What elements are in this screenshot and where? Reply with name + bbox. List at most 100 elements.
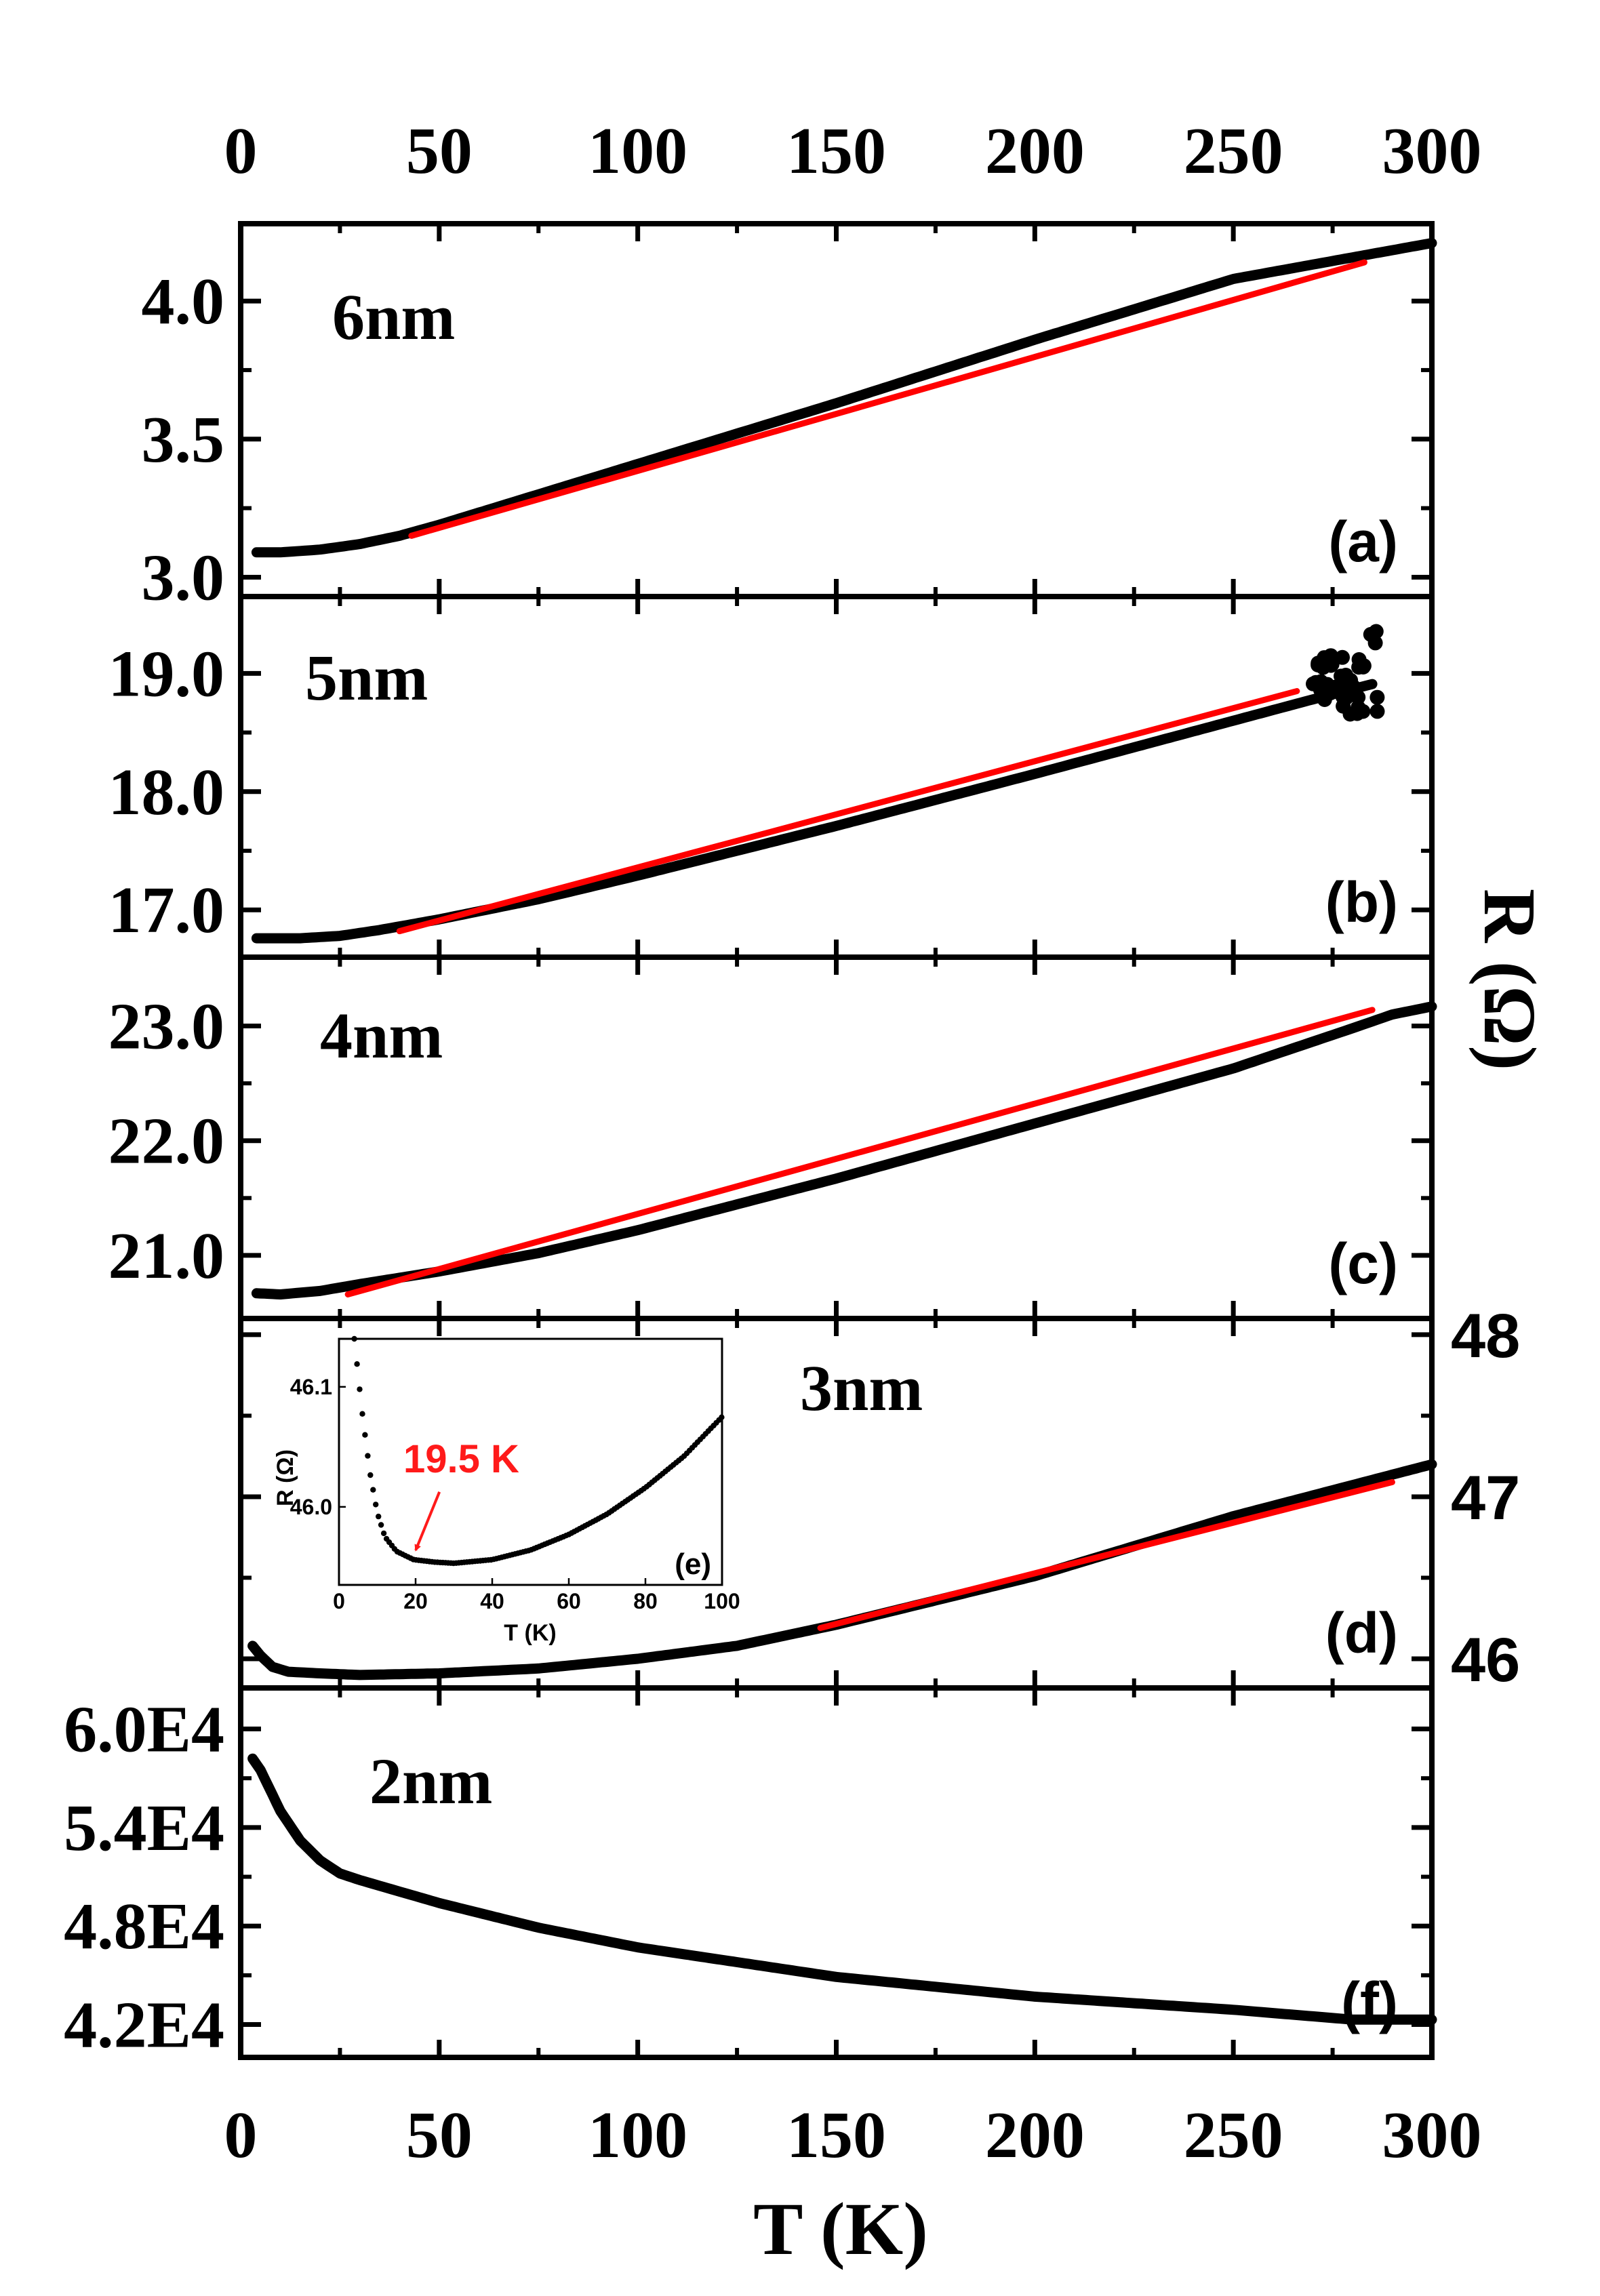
y-tick-label: 4.2E4: [64, 1989, 224, 2062]
panel-letter: (a): [1328, 510, 1398, 573]
inset-point: [373, 1502, 379, 1508]
x-ticks-f: [238, 1688, 1435, 2057]
panel-b: 17.0 18.0 19.0 5nm (b): [108, 594, 1435, 960]
linear-fit-c: [344, 1007, 1376, 1297]
y-tick-label: 47: [1451, 1464, 1520, 1533]
noise-point: [1355, 704, 1371, 719]
x-tick-label-bottom: 150: [786, 2099, 886, 2172]
inset-point: [354, 1361, 360, 1367]
x-tick-label-bottom: 250: [1184, 2099, 1283, 2172]
inset-point: [719, 1414, 725, 1420]
inset-y-tick-label: 46.1: [290, 1375, 332, 1399]
y-tick-label: 21.0: [108, 1220, 225, 1293]
y-tick-label: 48: [1451, 1302, 1520, 1371]
inset-point: [367, 1472, 374, 1478]
noise-point: [1369, 689, 1385, 705]
noise-point: [1306, 676, 1321, 691]
inset-e: 0 20 40 60 80 100 46.0 46.1 T (K) R (Ω) (e) 19.5 K: [273, 1335, 740, 1646]
y-tick-label: 19.0: [108, 637, 225, 710]
inset-point: [351, 1335, 357, 1342]
panel-letter: (b): [1325, 870, 1398, 934]
y-ticks-c: 21.0 22.0 23.0: [108, 990, 1432, 1293]
inset-point: [357, 1386, 363, 1392]
y-tick-label: 18.0: [108, 756, 225, 829]
inset-point: [380, 1530, 387, 1537]
inset-x-tick-label: 60: [557, 1589, 581, 1613]
inset-point: [365, 1453, 371, 1459]
annotation-arrow: [414, 1491, 441, 1552]
noise-point: [1369, 704, 1385, 719]
inset-x-tick-label: 0: [333, 1589, 345, 1613]
y-ticks-b: 17.0 18.0 19.0: [108, 637, 1432, 947]
noise-point: [1351, 652, 1367, 667]
linear-fit-d: [817, 1478, 1395, 1632]
inset-x-tick-label: 40: [480, 1589, 504, 1613]
noise-point: [1319, 677, 1335, 692]
x-tick-label-top: 50: [406, 115, 473, 188]
y-tick-label: 3.0: [142, 541, 225, 614]
panel-frame-f: [238, 1685, 1435, 2060]
panel-letter: (f): [1341, 1971, 1398, 2034]
y-ticks-a: 3.0 3.5 4.0: [142, 265, 1432, 614]
inset-point: [362, 1432, 368, 1438]
inset-point: [370, 1487, 376, 1493]
inset-x-tick-label: 100: [704, 1589, 740, 1613]
x-tick-label-bottom: 0: [224, 2099, 258, 2172]
inset-point: [378, 1522, 384, 1528]
inset-point: [359, 1411, 365, 1417]
panel-thickness-label: 4nm: [320, 999, 443, 1072]
x-tick-label-top: 200: [985, 115, 1085, 188]
y-tick-label: 46: [1451, 1626, 1520, 1695]
inset-x-tick-label: 20: [403, 1589, 428, 1613]
data-series-c: [251, 1001, 1437, 1300]
y-tick-label: 5.4E4: [64, 1792, 224, 1865]
inset-frame: [338, 1337, 723, 1586]
noise-point: [1342, 706, 1358, 722]
x-tick-label-top: 100: [588, 115, 687, 188]
panel-a: 3.0 3.5 4.0 6nm (a): [142, 221, 1437, 614]
panel-letter: (d): [1325, 1601, 1398, 1665]
noise-point: [1323, 648, 1338, 664]
y-ticks-d: 46 47 48: [241, 1302, 1520, 1695]
inset-y-tick-label: 46.0: [290, 1495, 332, 1519]
panel-f: 4.2E4 4.8E4 5.4E4 6.0E4 2nm (f): [64, 1685, 1437, 2062]
data-series-b: [251, 679, 1378, 944]
x-tick-label-top: 300: [1382, 115, 1482, 188]
x-tick-label-bottom: 100: [588, 2099, 687, 2172]
panel-letter: (c): [1328, 1232, 1398, 1295]
noise-point: [1367, 635, 1383, 651]
data-series-a: [251, 238, 1437, 558]
x-axis-title: T (K): [753, 2188, 928, 2270]
linear-fit-b: [396, 688, 1300, 935]
panel-thickness-label: 5nm: [305, 641, 428, 714]
panel-thickness-label: 6nm: [332, 281, 455, 353]
y-tick-label: 4.0: [142, 265, 225, 338]
y-tick-label: 4.8E4: [64, 1890, 224, 1963]
y-tick-label: 22.0: [108, 1105, 225, 1178]
x-tick-label-bottom: 50: [406, 2099, 473, 2172]
x-tick-label-bottom: 300: [1382, 2099, 1482, 2172]
panel-thickness-label: 3nm: [800, 1352, 923, 1424]
noise-point: [1335, 649, 1350, 665]
x-tick-label-top: 0: [224, 115, 258, 188]
linear-fit-a: [408, 259, 1367, 539]
y-tick-label: 6.0E4: [64, 1693, 224, 1767]
noise-points-b: [1306, 624, 1385, 722]
data-series-f: [247, 1753, 1437, 2025]
panel-thickness-label: 2nm: [369, 1745, 492, 1817]
annotation-label: 19.5 K: [403, 1437, 519, 1481]
inset-data-points: [351, 1335, 725, 1567]
inset-x-title: T (K): [504, 1620, 556, 1646]
y-ticks-f: 4.2E4 4.8E4 5.4E4 6.0E4: [64, 1693, 1432, 2062]
inset-letter: (e): [675, 1548, 711, 1581]
inset-point: [376, 1513, 382, 1520]
x-tick-label-top: 150: [786, 115, 886, 188]
x-tick-label-bottom: 200: [985, 2099, 1085, 2172]
inset-y-title: R (Ω): [273, 1449, 298, 1506]
right-axis-title: R (Ω): [1468, 889, 1551, 1070]
inset-x-tick-label: 80: [633, 1589, 658, 1613]
x-tick-label-top: 250: [1184, 115, 1283, 188]
panel-c: 21.0 22.0 23.0 4nm (c): [108, 954, 1437, 1321]
